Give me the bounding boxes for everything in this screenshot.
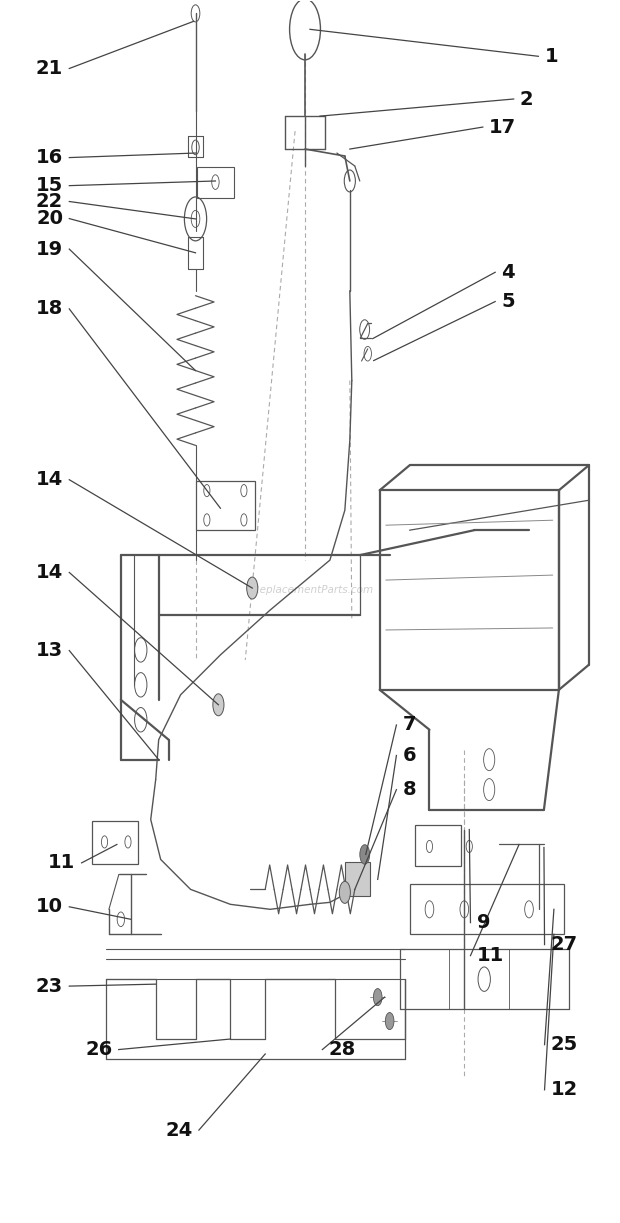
Text: 19: 19 xyxy=(36,240,63,258)
Text: 15: 15 xyxy=(36,176,63,196)
Circle shape xyxy=(247,577,258,599)
Text: 2: 2 xyxy=(520,89,533,109)
Text: 24: 24 xyxy=(166,1120,193,1140)
Circle shape xyxy=(360,845,370,865)
Text: 11: 11 xyxy=(48,854,76,872)
Text: 14: 14 xyxy=(36,470,63,489)
Bar xyxy=(197,168,234,198)
Text: 7: 7 xyxy=(402,715,416,735)
Text: 27: 27 xyxy=(551,936,578,954)
Text: 28: 28 xyxy=(329,1040,356,1059)
Text: 12: 12 xyxy=(551,1080,578,1099)
Text: 9: 9 xyxy=(477,914,490,932)
Text: 16: 16 xyxy=(36,148,63,168)
Text: 20: 20 xyxy=(36,209,63,227)
Text: 8: 8 xyxy=(402,780,416,799)
Text: 13: 13 xyxy=(36,641,63,660)
Text: 14: 14 xyxy=(36,563,63,582)
Circle shape xyxy=(385,1013,394,1030)
Circle shape xyxy=(373,988,382,1005)
Text: 10: 10 xyxy=(36,898,63,916)
Text: 17: 17 xyxy=(489,117,516,137)
Bar xyxy=(196,481,255,530)
Bar xyxy=(92,821,138,863)
Circle shape xyxy=(213,693,224,715)
Text: 21: 21 xyxy=(36,59,63,78)
Circle shape xyxy=(339,882,350,904)
Text: 22: 22 xyxy=(36,192,63,212)
Text: 18: 18 xyxy=(36,300,63,318)
Bar xyxy=(415,826,461,866)
Text: 23: 23 xyxy=(36,977,63,996)
Bar xyxy=(345,862,370,896)
Bar xyxy=(410,884,564,934)
Text: 26: 26 xyxy=(85,1040,112,1059)
Text: eReplacementParts.com: eReplacementParts.com xyxy=(246,585,374,594)
Text: 4: 4 xyxy=(502,263,515,281)
Text: 5: 5 xyxy=(502,292,515,311)
Text: 6: 6 xyxy=(402,746,416,764)
Text: 11: 11 xyxy=(477,947,504,965)
Text: 25: 25 xyxy=(551,1035,578,1054)
Text: 1: 1 xyxy=(544,46,558,66)
